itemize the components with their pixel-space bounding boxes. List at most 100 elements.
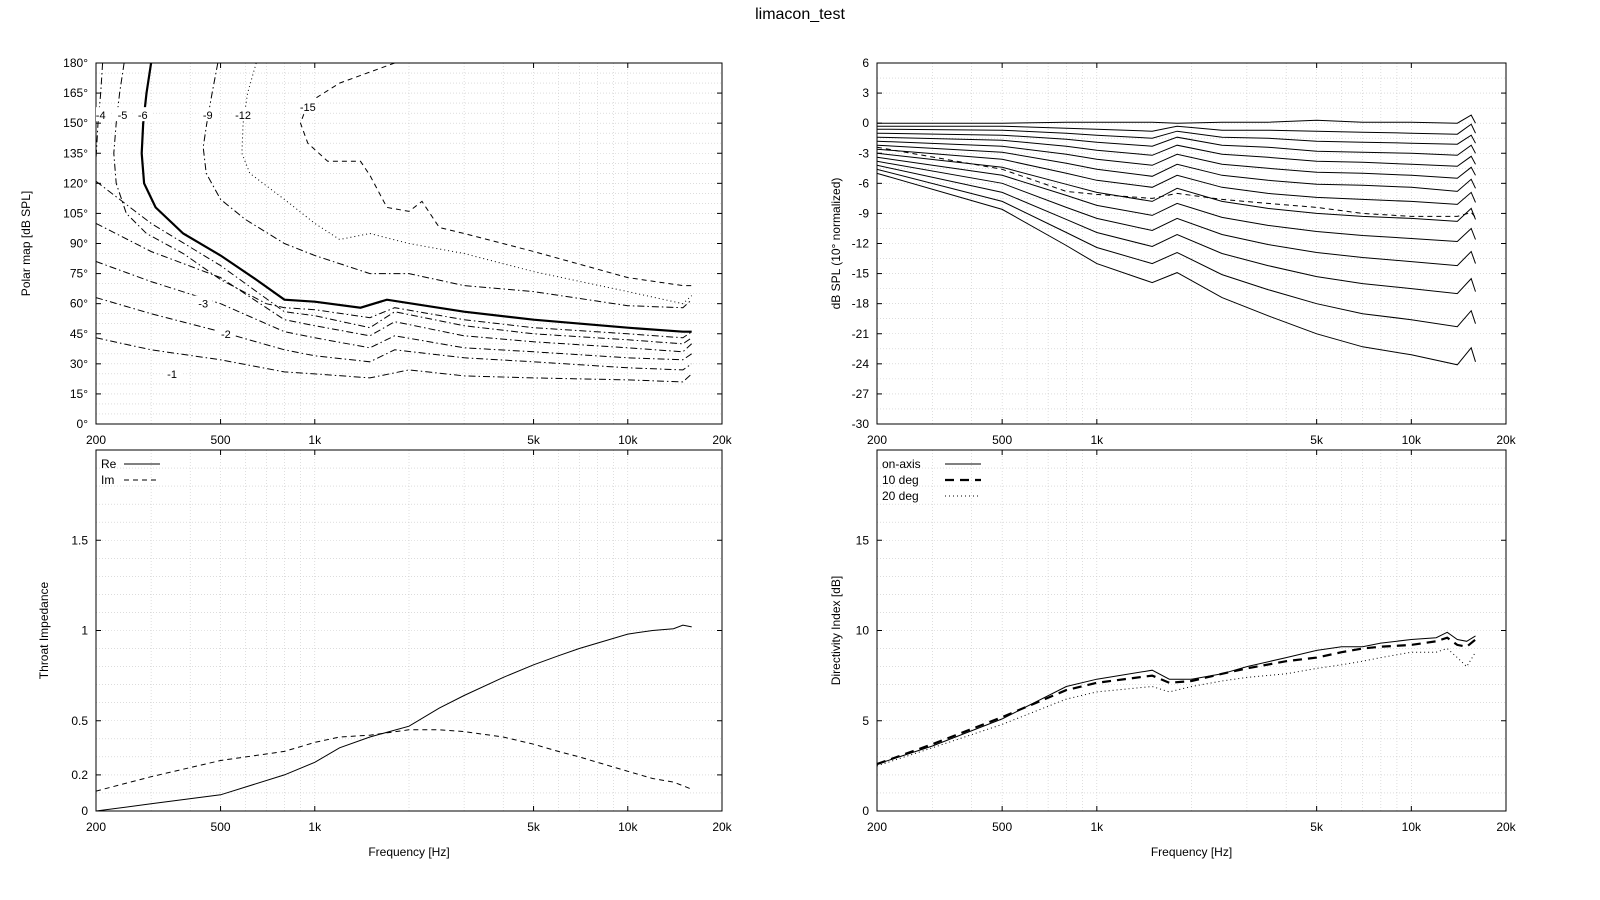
series-line — [877, 636, 1477, 766]
y-axis-label: Directivity Index [dB] — [829, 576, 843, 685]
contour-label-bg — [113, 107, 132, 122]
y-tick-label: 120° — [63, 176, 88, 190]
y-tick-label: 0.5 — [71, 714, 88, 728]
x-tick-label: 200 — [867, 820, 887, 834]
x-tick-label: 5k — [527, 433, 541, 447]
legend-label: 10 deg — [882, 473, 919, 487]
series-line — [877, 152, 1476, 222]
series-line — [877, 148, 1476, 205]
x-tick-label: 500 — [992, 820, 1012, 834]
y-tick-label: 75° — [70, 267, 88, 281]
y-tick-label: 6 — [862, 56, 869, 70]
x-tick-label: 10k — [618, 433, 638, 447]
contour-label-bg — [234, 107, 253, 122]
series-line — [877, 647, 1476, 767]
y-tick-label: 0 — [81, 804, 88, 818]
y-axis-label: Polar map [dB SPL] — [19, 191, 33, 296]
y-tick-label: 3 — [862, 86, 869, 100]
contour-label: -15 — [300, 102, 316, 114]
series-line — [877, 128, 1476, 145]
contour-label-bg — [216, 325, 235, 340]
contour-label: -9 — [203, 110, 213, 122]
y-axis-label: Throat Impedance — [37, 581, 51, 679]
y-tick-label: -18 — [852, 297, 870, 311]
throat-impedance-chart: 200 500 1k 5k 10k 20k 0 0.2 0.5 1 1.5 Frequency [Hz… — [37, 449, 733, 859]
x-tick-label: 5k — [1310, 820, 1324, 834]
y-tick-label: 5 — [862, 714, 869, 728]
contour-line — [96, 337, 693, 383]
y-tick-label: -12 — [852, 237, 870, 251]
contour-line — [113, 63, 692, 339]
y-tick-label: -15 — [852, 267, 870, 281]
x-tick-label: 10k — [1402, 820, 1422, 834]
y-tick-label: -9 — [858, 206, 869, 220]
contour-label: -6 — [138, 110, 148, 122]
series-line — [877, 114, 1476, 124]
polar-map-chart: 200 500 1k 5k 10k 20k 0° 15° 30° 45° 60° 75° 90° 105°… — [19, 56, 733, 447]
directivity-index-grid — [877, 450, 1506, 811]
normalized-spl-grid — [877, 63, 1506, 424]
figure-title: limacon_test — [755, 6, 845, 23]
y-tick-label: -21 — [852, 327, 870, 341]
series-line — [877, 132, 1476, 156]
y-tick-label: -3 — [858, 146, 869, 160]
series-line — [877, 140, 1476, 179]
series-line — [877, 144, 1476, 192]
x-tick-label: 20k — [1496, 820, 1516, 834]
x-tick-label: 200 — [86, 433, 106, 447]
contour-label: -1 — [167, 369, 177, 381]
x-tick-label: 5k — [1310, 433, 1324, 447]
series-line — [877, 631, 1476, 765]
contour-label-bg — [96, 107, 110, 122]
contour-label-bg — [194, 295, 213, 310]
y-tick-label: 135° — [63, 146, 88, 160]
contour-label-bg — [198, 107, 217, 122]
y-tick-label: 1.5 — [71, 533, 88, 547]
series-line — [877, 172, 1476, 366]
x-tick-label: 500 — [211, 433, 231, 447]
x-tick-label: 20k — [1496, 433, 1516, 447]
polar-map-grid — [96, 63, 722, 424]
y-tick-label: 0 — [862, 804, 869, 818]
series-line — [96, 729, 692, 792]
y-tick-label: 15° — [70, 387, 88, 401]
legend: on-axis 10 deg 20 deg — [882, 457, 981, 503]
contour-label-bg — [298, 99, 317, 114]
contour-label: -2 — [221, 329, 231, 341]
y-tick-label: 165° — [63, 86, 88, 100]
directivity-index-plot — [877, 631, 1477, 767]
y-tick-label: 30° — [70, 357, 88, 371]
contour-line — [299, 63, 692, 287]
x-tick-label: 10k — [618, 820, 638, 834]
series-line — [877, 136, 1476, 167]
contour-line — [96, 261, 692, 361]
series-line — [877, 146, 1476, 218]
series-line — [877, 123, 1476, 135]
series-line — [877, 164, 1476, 295]
y-tick-label: 180° — [63, 56, 88, 70]
x-tick-label: 200 — [867, 433, 887, 447]
y-tick-label: 105° — [63, 206, 88, 220]
x-axis-label: Frequency [Hz] — [368, 845, 449, 859]
directivity-index-chart: 200 500 1k 5k 10k 20k 0 5 10 15 Frequency [Hz] Dire… — [829, 449, 1517, 859]
x-tick-label: 10k — [1402, 433, 1422, 447]
contour-label: -3 — [198, 299, 208, 311]
y-tick-label: 0.2 — [71, 768, 88, 782]
y-tick-label: 90° — [70, 237, 88, 251]
contour-line — [96, 180, 692, 345]
series-line — [877, 168, 1476, 328]
throat-impedance-grid — [96, 450, 722, 811]
normalized-spl-chart: 200 500 1k 5k 10k 20k-30-27-24-21-18-15-12-9-… — [829, 56, 1517, 447]
x-tick-label: 20k — [712, 433, 732, 447]
legend: Re Im — [101, 457, 160, 487]
y-tick-label: 0° — [77, 417, 89, 431]
x-tick-label: 5k — [527, 820, 541, 834]
contour-line — [202, 63, 693, 309]
y-tick-label: 60° — [70, 297, 88, 311]
x-tick-label: 500 — [211, 820, 231, 834]
contour-line — [241, 63, 693, 305]
legend-label: Im — [101, 473, 114, 487]
x-tick-label: 1k — [1090, 433, 1104, 447]
y-tick-label: -27 — [852, 387, 870, 401]
